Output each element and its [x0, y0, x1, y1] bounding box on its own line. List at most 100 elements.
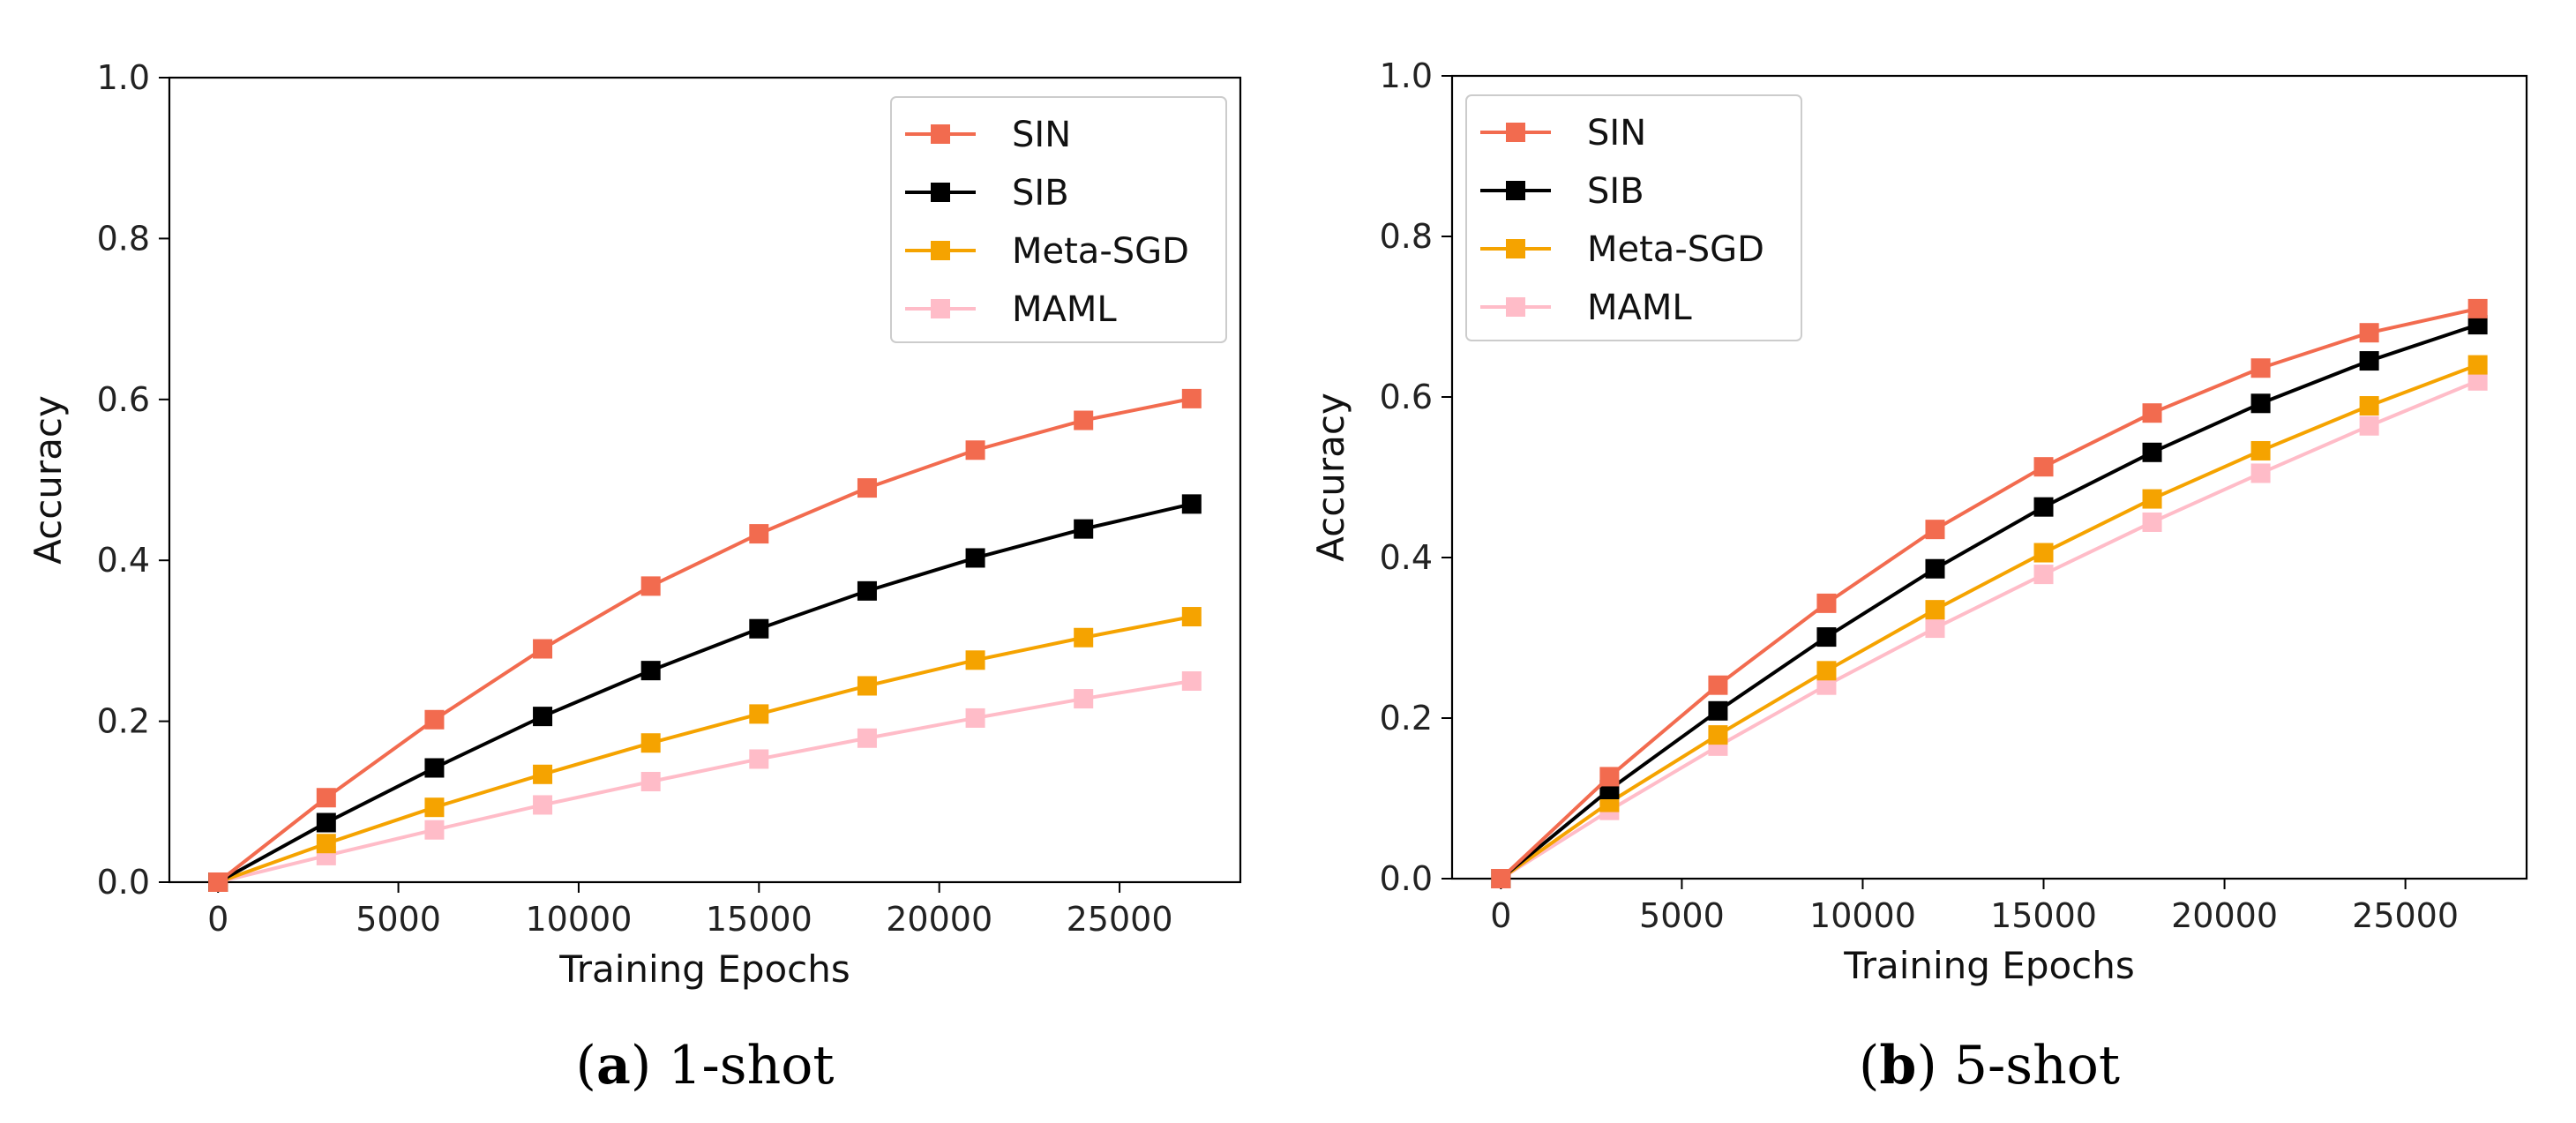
data-point-meta-sgd: [965, 650, 985, 670]
data-point-maml: [2359, 416, 2379, 436]
series-line-meta-sgd: [1500, 363, 2479, 880]
data-point-sin: [1491, 869, 1511, 888]
data-point-sib: [424, 758, 445, 778]
y-tick-label: 1.0: [1380, 56, 1433, 95]
data-point-meta-sgd: [1816, 661, 1837, 681]
series-line-maml: [217, 679, 1193, 884]
data-point-sin: [2250, 358, 2271, 378]
data-point-meta-sgd: [1074, 627, 1094, 648]
y-axis-label: Accuracy: [1309, 393, 1352, 562]
data-point-maml: [965, 707, 985, 728]
data-point-sin: [2033, 457, 2054, 477]
y-tick-label: 1.0: [97, 58, 150, 97]
legend-marker-meta-sgd: [1506, 239, 1525, 258]
data-point-meta-sgd: [640, 733, 661, 753]
plot-frame: [168, 76, 1242, 884]
data-point-meta-sgd: [424, 797, 445, 818]
data-point-maml: [2142, 512, 2162, 532]
legend-label-sib: SIB: [1012, 173, 1069, 213]
data-point-meta-sgd: [2033, 543, 2054, 563]
data-point-sib: [1181, 494, 1202, 514]
data-point-sib: [1925, 558, 1945, 579]
x-tick-label: 10000: [525, 900, 632, 939]
data-point-sin: [965, 440, 985, 460]
legend-marker-maml: [931, 299, 950, 318]
legend-label-maml: MAML: [1012, 289, 1117, 330]
x-tick-label: 25000: [1067, 900, 1173, 939]
legend-label-sin: SIN: [1587, 113, 1646, 153]
x-tick-label: 10000: [1809, 896, 1916, 935]
y-tick-label: 0.4: [1380, 538, 1433, 577]
data-point-sin: [1074, 410, 1094, 430]
data-point-meta-sgd: [857, 676, 877, 696]
data-point-sin: [208, 872, 228, 892]
data-point-sin: [424, 709, 445, 730]
x-tick-label: 15000: [1990, 896, 2097, 935]
plot-frame: [1450, 74, 2528, 880]
data-point-maml: [640, 772, 661, 791]
data-point-sib: [316, 812, 336, 833]
y-tick-label: 0.0: [97, 863, 150, 902]
data-point-maml: [2033, 565, 2054, 585]
panel-caption: (b) 5-shot: [1859, 1035, 2120, 1097]
x-tick-label: 20000: [886, 900, 992, 939]
data-point-maml: [2250, 463, 2271, 483]
panel-b-5-shot: 0.0 0.2 0.4 0.6 0.8 1.0 0 5000 10000 15000 20000 25…: [1309, 56, 2528, 1097]
data-point-sib: [1708, 700, 1728, 721]
series-line-sib: [217, 502, 1193, 884]
data-point-sin: [857, 478, 877, 498]
caption-letter: a: [596, 1035, 631, 1097]
data-point-maml: [857, 728, 877, 748]
data-point-sin: [1599, 767, 1620, 787]
panel-caption: (a) 1-shot: [576, 1035, 835, 1097]
caption-paren-close: ): [1916, 1035, 1953, 1097]
legend-label-meta-sgd: Meta-SGD: [1587, 229, 1764, 270]
legend-box: [890, 96, 1227, 343]
legend-marker-maml: [1506, 297, 1525, 317]
data-point-sib: [1074, 519, 1094, 539]
x-tick-label: 5000: [356, 900, 441, 939]
legend-marker-sin: [931, 124, 950, 144]
data-point-maml: [2467, 371, 2488, 391]
data-point-sin: [316, 788, 336, 808]
series-line-meta-sgd: [217, 615, 1193, 884]
y-axis-label: Accuracy: [26, 395, 70, 565]
legend-label-sin: SIN: [1012, 115, 1071, 155]
data-point-sin: [2467, 298, 2488, 318]
legend-label-sib: SIB: [1587, 171, 1644, 212]
x-axis-label: Training Epochs: [558, 947, 850, 991]
data-point-meta-sgd: [2142, 489, 2162, 509]
y-tick-label: 0.0: [1380, 859, 1433, 898]
series-line-sib: [1500, 323, 2479, 880]
legend-marker-sib: [931, 183, 950, 202]
caption-paren-open: (: [576, 1035, 596, 1097]
data-point-meta-sgd: [2250, 440, 2271, 460]
data-point-maml: [1925, 618, 1945, 639]
x-tick-label: 0: [207, 900, 228, 939]
x-tick-label: 20000: [2171, 896, 2278, 935]
caption-text: 1-shot: [668, 1035, 834, 1097]
data-point-sib: [749, 618, 769, 639]
data-point-maml: [1074, 689, 1094, 709]
data-point-meta-sgd: [1181, 607, 1202, 627]
x-tick-label: 25000: [2352, 896, 2459, 935]
legend-box: [1465, 94, 1802, 341]
data-point-sin: [640, 576, 661, 596]
legend-marker-meta-sgd: [931, 241, 950, 260]
data-point-sib: [533, 707, 553, 727]
data-point-sin: [533, 639, 553, 659]
data-point-meta-sgd: [2467, 355, 2488, 375]
y-tick-label: 0.4: [97, 541, 150, 580]
y-tick-label: 0.8: [1380, 217, 1433, 256]
data-point-meta-sgd: [1708, 725, 1728, 745]
panel-a-1-shot: 0.0 0.2 0.4 0.6 0.8 1.0 0 5000 10000 15000 20000 25…: [26, 58, 1242, 1097]
data-point-sib: [965, 548, 985, 568]
legend-label-maml: MAML: [1587, 288, 1692, 328]
y-tick-label: 0.8: [97, 219, 150, 258]
data-point-maml: [1181, 671, 1202, 691]
series-line-sin: [1499, 306, 2479, 880]
y-tick-label: 0.6: [1380, 378, 1433, 416]
data-point-sib: [2250, 393, 2271, 414]
data-point-maml: [749, 749, 769, 769]
